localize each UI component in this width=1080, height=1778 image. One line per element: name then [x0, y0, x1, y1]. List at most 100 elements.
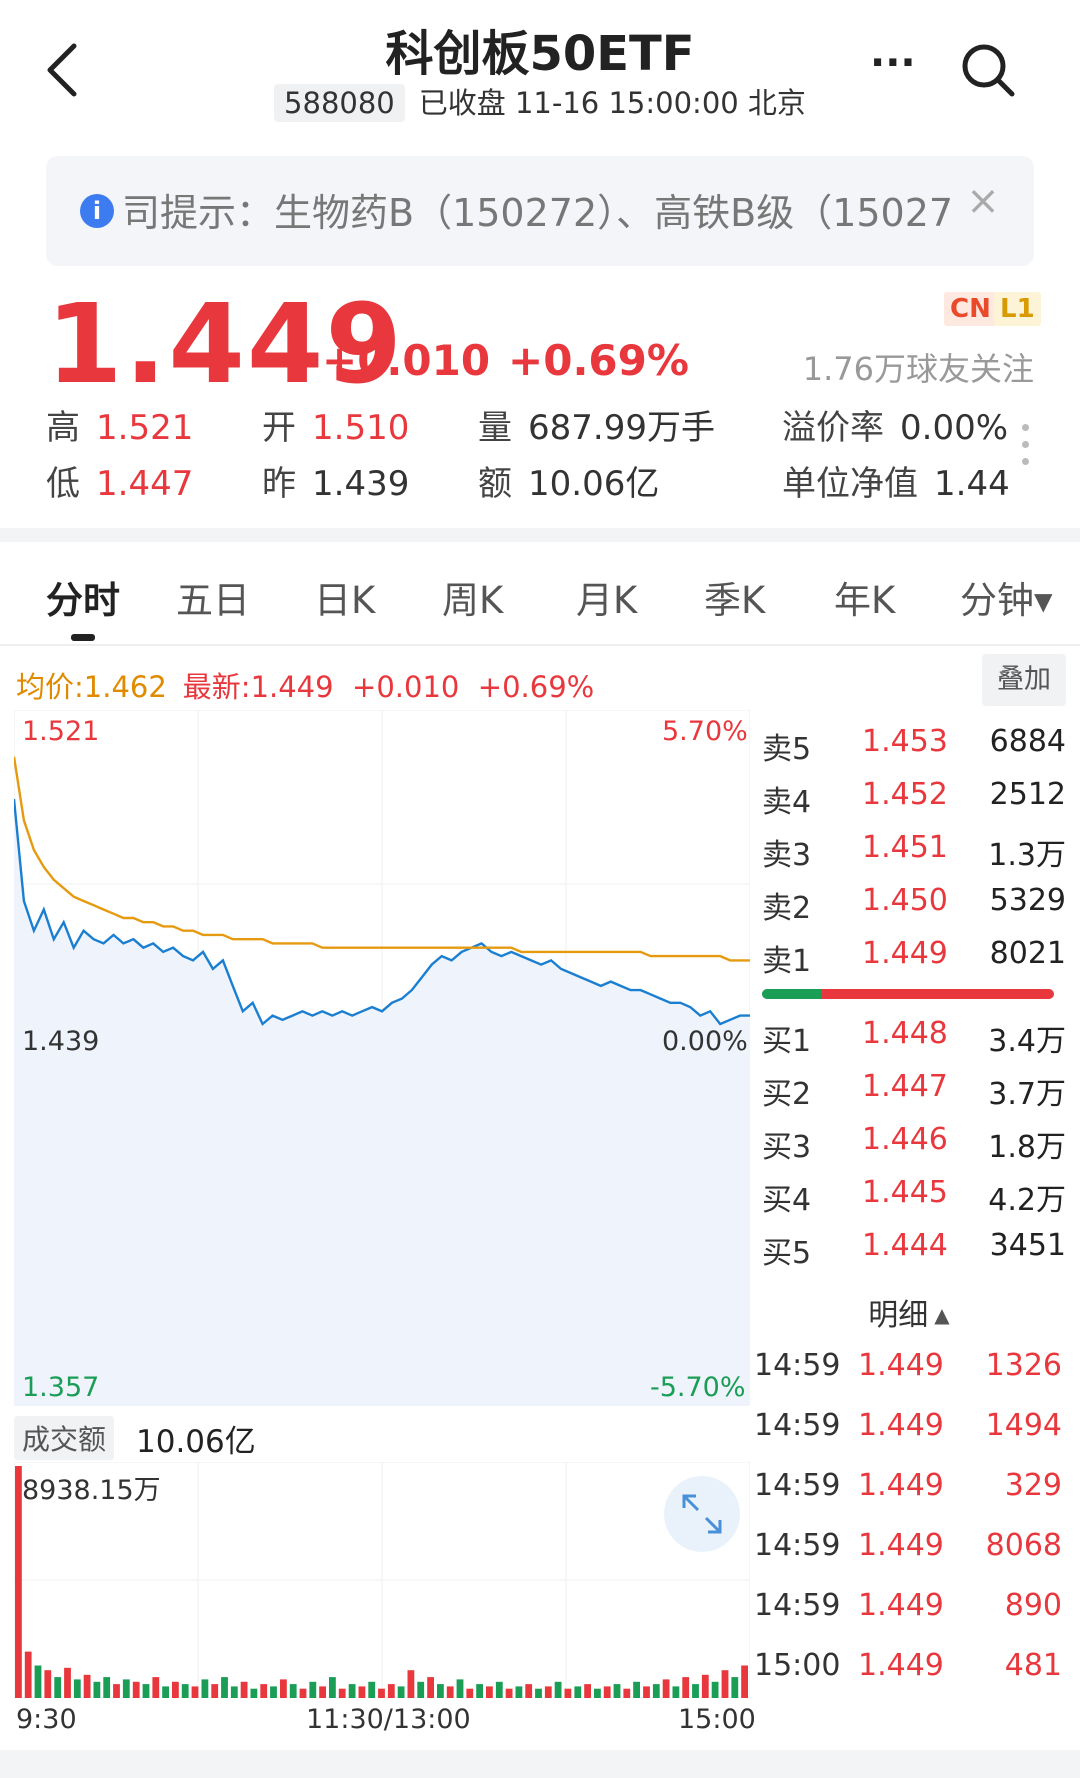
volume-bar	[594, 1688, 601, 1698]
volume-bar	[417, 1681, 425, 1698]
bids-label: 买2	[762, 1077, 812, 1112]
asks-price: 1.449	[862, 936, 948, 971]
asks-price: 1.452	[862, 777, 948, 812]
asks-row[interactable]: 卖2 1.450 5329	[752, 883, 1066, 935]
trade-time: 15:00	[754, 1648, 841, 1683]
volume-bar	[338, 1688, 346, 1698]
followers-count[interactable]: 1.76万球友关注	[802, 350, 1034, 388]
volume-bar	[711, 1681, 719, 1698]
stat-value: 10.06亿	[528, 464, 660, 504]
asks-row[interactable]: 卖5 1.453 6884	[752, 724, 1066, 776]
trade-time: 14:59	[754, 1468, 841, 1503]
bids-row[interactable]: 买2 1.447 3.7万	[752, 1069, 1066, 1121]
trade-price: 1.449	[858, 1348, 944, 1383]
price-line	[14, 798, 750, 1026]
overlay-button[interactable]: 叠加	[982, 654, 1066, 706]
stat-open: 开 1.510	[262, 400, 409, 449]
volume-bar	[221, 1677, 228, 1698]
volume-bar	[476, 1684, 483, 1698]
price-axis-bottom: 1.357	[22, 1372, 100, 1403]
tab-4[interactable]: 月K	[576, 579, 638, 622]
volume-bar	[535, 1688, 542, 1698]
volume-bar	[544, 1686, 552, 1698]
volume-bar	[191, 1686, 199, 1698]
volume-bar	[692, 1684, 699, 1698]
trade-row: 15:00 1.449 481	[752, 1648, 1062, 1704]
close-icon[interactable]: ×	[966, 178, 1000, 224]
volume-bar	[368, 1681, 376, 1698]
top-bar: 科创板50ETF 588080 已收盘 11-16 15:00:00 北京 ···	[0, 0, 1080, 140]
notice-banner[interactable]: i 司提示：生物药B（150272）、高铁B级（150277）等分级基金临近到期…	[46, 156, 1034, 266]
tab-7[interactable]: 分钟▾	[960, 579, 1053, 622]
back-arrow-icon[interactable]	[40, 36, 88, 100]
bottom-divider	[0, 1750, 1080, 1778]
volume-bar	[427, 1677, 434, 1698]
tab-0[interactable]: 分时	[46, 579, 120, 622]
volume-bar	[270, 1686, 277, 1698]
bids-row[interactable]: 买1 1.448 3.4万	[752, 1016, 1066, 1068]
volume-bar	[446, 1686, 454, 1698]
expand-stats-icon[interactable]	[1022, 424, 1030, 472]
volume-bar	[603, 1686, 611, 1698]
bids-label: 买4	[762, 1183, 812, 1218]
tab-6[interactable]: 年K	[834, 579, 896, 622]
asks-label: 卖1	[762, 944, 812, 979]
price-area-fill	[14, 799, 750, 1406]
volume-bar	[741, 1665, 748, 1698]
market-tag-cn: CN	[944, 292, 997, 326]
volume-bar	[299, 1688, 307, 1698]
asks-row[interactable]: 卖4 1.452 2512	[752, 777, 1066, 829]
asks-price: 1.453	[862, 724, 948, 759]
tab-5[interactable]: 季K	[704, 579, 766, 622]
stat-label: 开	[262, 408, 296, 448]
volume-bar	[230, 1686, 238, 1698]
volume-bar	[24, 1651, 32, 1698]
page-title: 科创板50ETF	[385, 26, 695, 82]
market-status-line: 588080 已收盘 11-16 15:00:00 北京	[0, 80, 1080, 122]
stat-prev-close: 昨 1.439	[262, 456, 409, 505]
trade-row: 14:59 1.449 329	[752, 1468, 1062, 1524]
stat-label: 单位净值	[782, 464, 918, 504]
tab-1[interactable]: 五日	[176, 579, 250, 622]
fullscreen-expand-icon[interactable]	[664, 1476, 740, 1552]
more-options-icon[interactable]: ···	[870, 40, 916, 86]
trade-row: 14:59 1.449 8068	[752, 1528, 1062, 1584]
tab-3[interactable]: 周K	[442, 579, 504, 622]
tab-2[interactable]: 日K	[314, 579, 376, 622]
volume-bar	[348, 1684, 356, 1698]
volume-bar	[731, 1677, 739, 1698]
volume-bar	[64, 1667, 71, 1698]
pct-axis-bottom: -5.70%	[650, 1372, 746, 1403]
intraday-price-chart[interactable]	[14, 710, 750, 1406]
current-price: 1.449	[46, 280, 404, 408]
asks-vol: 8021	[989, 936, 1066, 971]
bids-row[interactable]: 买5 1.444 3451	[752, 1228, 1066, 1280]
market-status: 已收盘 11-16 15:00:00 北京	[418, 86, 806, 120]
caret-up-icon: ▲	[934, 1303, 950, 1327]
asks-row[interactable]: 卖1 1.449 8021	[752, 936, 1066, 988]
trade-vol: 8068	[985, 1528, 1062, 1563]
level-tag-l1[interactable]: L1	[994, 292, 1041, 326]
volume-bar	[574, 1686, 582, 1698]
asks-label: 卖5	[762, 732, 812, 767]
bids-row[interactable]: 买3 1.446 1.8万	[752, 1122, 1066, 1174]
volume-bar	[495, 1681, 503, 1698]
volume-bar	[54, 1677, 62, 1698]
search-icon[interactable]	[958, 40, 1018, 100]
asks-row[interactable]: 卖3 1.451 1.3万	[752, 830, 1066, 882]
asks-price: 1.451	[862, 830, 948, 865]
volume-bar	[152, 1677, 160, 1698]
trade-price: 1.449	[858, 1648, 944, 1683]
stat-volume: 量 687.99万手	[478, 400, 715, 449]
trade-vol: 481	[1004, 1648, 1062, 1683]
stat-label: 低	[46, 464, 80, 504]
volume-bar	[162, 1686, 169, 1698]
trade-detail-toggle[interactable]: 明细 ▲	[752, 1290, 1066, 1334]
bids-row[interactable]: 买4 1.445 4.2万	[752, 1175, 1066, 1227]
bids-vol: 3.7万	[988, 1077, 1066, 1112]
stat-label: 量	[478, 408, 512, 448]
volume-chart[interactable]	[14, 1462, 750, 1698]
volume-bar	[44, 1670, 52, 1698]
latest-change: +0.010	[352, 670, 460, 704]
stat-premium: 溢价率 0.00%	[782, 400, 1008, 449]
